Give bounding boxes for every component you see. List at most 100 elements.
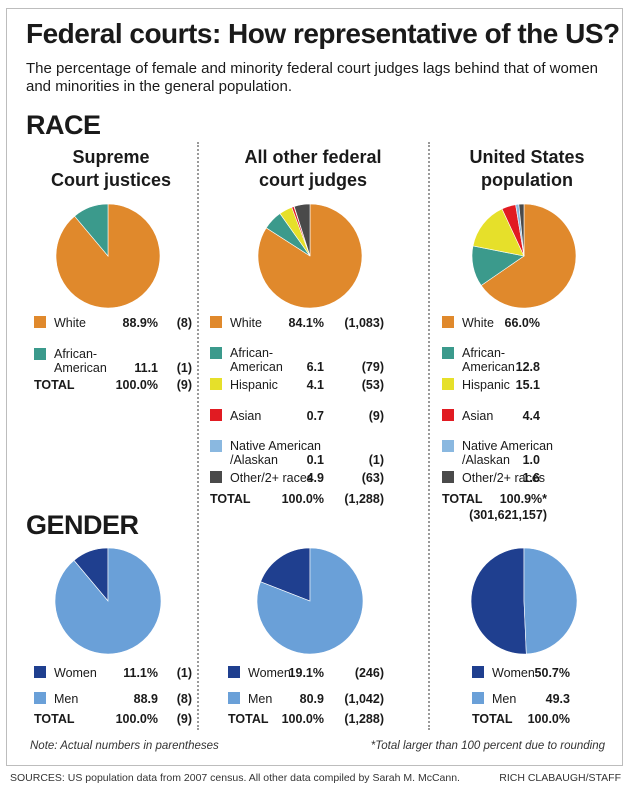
column-divider-1 xyxy=(197,142,199,730)
legend-label-line: White xyxy=(230,316,262,330)
legend-value-white: 84.1% xyxy=(288,316,324,330)
legend-label-line: Native American xyxy=(230,439,322,453)
legend-value-hispanic: 4.1 xyxy=(306,378,324,392)
legend-swatch-men xyxy=(34,692,46,704)
note-actual-numbers: Note: Actual numbers in parentheses xyxy=(30,740,219,752)
legend-value-white: 88.9% xyxy=(122,316,158,330)
legend-row-other-2-races: Other/2+ races 4.9 (63) xyxy=(210,471,424,503)
total-label: TOTAL xyxy=(442,492,483,506)
legend-row-asian: Asian 4.4 xyxy=(442,409,622,441)
legend-swatch-women xyxy=(34,666,46,678)
chart-title-supreme-court-justices: Supreme Court justices xyxy=(26,146,196,192)
legend-value-women: 50.7% xyxy=(534,666,570,680)
legend-label-white: White xyxy=(462,316,494,330)
legend-label-line: African- xyxy=(462,346,506,360)
legend-row-native-american-alaskan: Native American/Alaskan 0.1 (1) xyxy=(210,439,424,472)
legend-row-white: White 66.0% xyxy=(442,316,622,348)
legend-row-asian: Asian 0.7 (9) xyxy=(210,409,424,441)
legend-label-hispanic: Hispanic xyxy=(230,378,278,392)
page-subtitle: The percentage of female and minority fe… xyxy=(26,60,599,95)
legend-label-line: Men xyxy=(248,692,273,706)
legend-row-other-2-races: Other/2+ races 1.6 xyxy=(442,471,622,503)
legend-value-african-american: 11.1 xyxy=(134,361,158,375)
legend-row-hispanic: Hispanic 4.1 (53) xyxy=(210,378,424,410)
legend-label-other-2-races: Other/2+ races xyxy=(462,471,545,485)
chart-title-united-states-population: United States population xyxy=(432,146,622,192)
legend-label-line: Women xyxy=(54,666,97,680)
legend-value-men: 80.9 xyxy=(299,692,324,706)
legend-label-native-american-alaskan: Native American/Alaskan xyxy=(230,439,321,467)
pie-slice-men xyxy=(54,547,162,655)
legend-label-african-american: African- American xyxy=(54,347,107,375)
legend-label-line: Asian xyxy=(462,409,494,423)
legend-swatch-native-american-alaskan xyxy=(210,440,222,452)
total-value: 100.0% xyxy=(281,712,324,726)
legend-value-men: 88.9 xyxy=(133,692,158,706)
legend-label-line: /Alaskan xyxy=(462,453,510,467)
chart-title-line: United States xyxy=(469,147,585,167)
legend-label-line: American xyxy=(230,360,283,374)
page-title: Federal courts: How representative of th… xyxy=(26,18,620,49)
legend-label-line: Asian xyxy=(230,409,262,423)
legend-row-african-american: African- American 12.8 xyxy=(442,346,622,379)
legend-label-women: Women xyxy=(54,666,97,680)
legend-value-women: 19.1% xyxy=(288,666,324,680)
total-value: 100.0% xyxy=(115,712,158,726)
legend-count-hispanic: (53) xyxy=(361,378,384,392)
legend-swatch-african-american xyxy=(210,347,222,359)
legend-swatch-hispanic xyxy=(210,378,222,390)
total-count: (1,288) xyxy=(344,712,384,726)
legend-label-line: Other/2+ races xyxy=(462,471,546,485)
legend-label-men: Men xyxy=(54,692,78,706)
column-divider-2 xyxy=(428,142,430,730)
legend-value-native-american-alaskan: 0.1 xyxy=(306,453,324,467)
legend-count-women: (246) xyxy=(354,666,384,680)
section-gender-heading: GENDER xyxy=(26,510,139,540)
legend-count-other-2-races: (63) xyxy=(361,471,384,485)
legend-swatch-men xyxy=(472,692,484,704)
pie-slice-women xyxy=(260,547,311,602)
legend-row-white: White 88.9% (8) xyxy=(34,316,196,348)
footer-sources: SOURCES: US population data from 2007 ce… xyxy=(10,772,460,784)
legend-value-african-american: 12.8 xyxy=(515,360,540,374)
pie-slice-women xyxy=(470,547,527,655)
pie-slice-white xyxy=(257,203,363,309)
legend-label-line: Other/2+ races xyxy=(230,471,314,485)
pie-slice-african-american xyxy=(74,203,109,257)
legend-value-men: 49.3 xyxy=(545,692,570,706)
legend-label-line: Men xyxy=(492,692,517,706)
chart-title-line: Court justices xyxy=(50,170,172,190)
legend-count-african-american: (79) xyxy=(361,360,384,374)
legend-count-women: (1) xyxy=(176,666,192,680)
chart-title-line: court judges xyxy=(258,170,367,190)
legend-swatch-other-2-races xyxy=(442,471,454,483)
legend-swatch-asian xyxy=(210,409,222,421)
total-value: 100.0% xyxy=(115,378,158,392)
legend-label-line: /Alaskan xyxy=(230,453,278,467)
chart-title-line: population xyxy=(481,170,573,190)
legend-label-women: Women xyxy=(492,666,535,680)
total-count: (9) xyxy=(176,378,192,392)
legend-value-hispanic: 15.1 xyxy=(515,378,540,392)
legend-label-hispanic: Hispanic xyxy=(462,378,510,392)
legend-label-line: African- xyxy=(54,347,98,361)
legend-swatch-white xyxy=(442,316,454,328)
legend-value-native-american-alaskan: 1.0 xyxy=(522,453,540,467)
section-race-heading: RACE xyxy=(26,110,101,140)
total-label: TOTAL xyxy=(34,712,75,726)
legend-swatch-african-american xyxy=(442,347,454,359)
legend-row-men: Men 88.9 (8) xyxy=(34,692,196,724)
legend-swatch-asian xyxy=(442,409,454,421)
legend-count-white: (1,083) xyxy=(344,316,384,330)
total-count: (1,288) xyxy=(344,492,384,506)
legend-row-men: Men 49.3 xyxy=(472,692,622,724)
legend-row-women: Women 50.7% xyxy=(472,666,622,698)
legend-swatch-women xyxy=(472,666,484,678)
total-label: TOTAL xyxy=(472,712,513,726)
legend-row-african-american: African- American 6.1 (79) xyxy=(210,346,424,379)
legend-label-asian: Asian xyxy=(462,409,493,423)
total-count: (9) xyxy=(176,712,192,726)
total-value: 100.0% xyxy=(527,712,570,726)
pie-slice-other-2-races xyxy=(518,203,525,257)
footer-credit: RICH CLABAUGH/STAFF xyxy=(499,772,621,784)
